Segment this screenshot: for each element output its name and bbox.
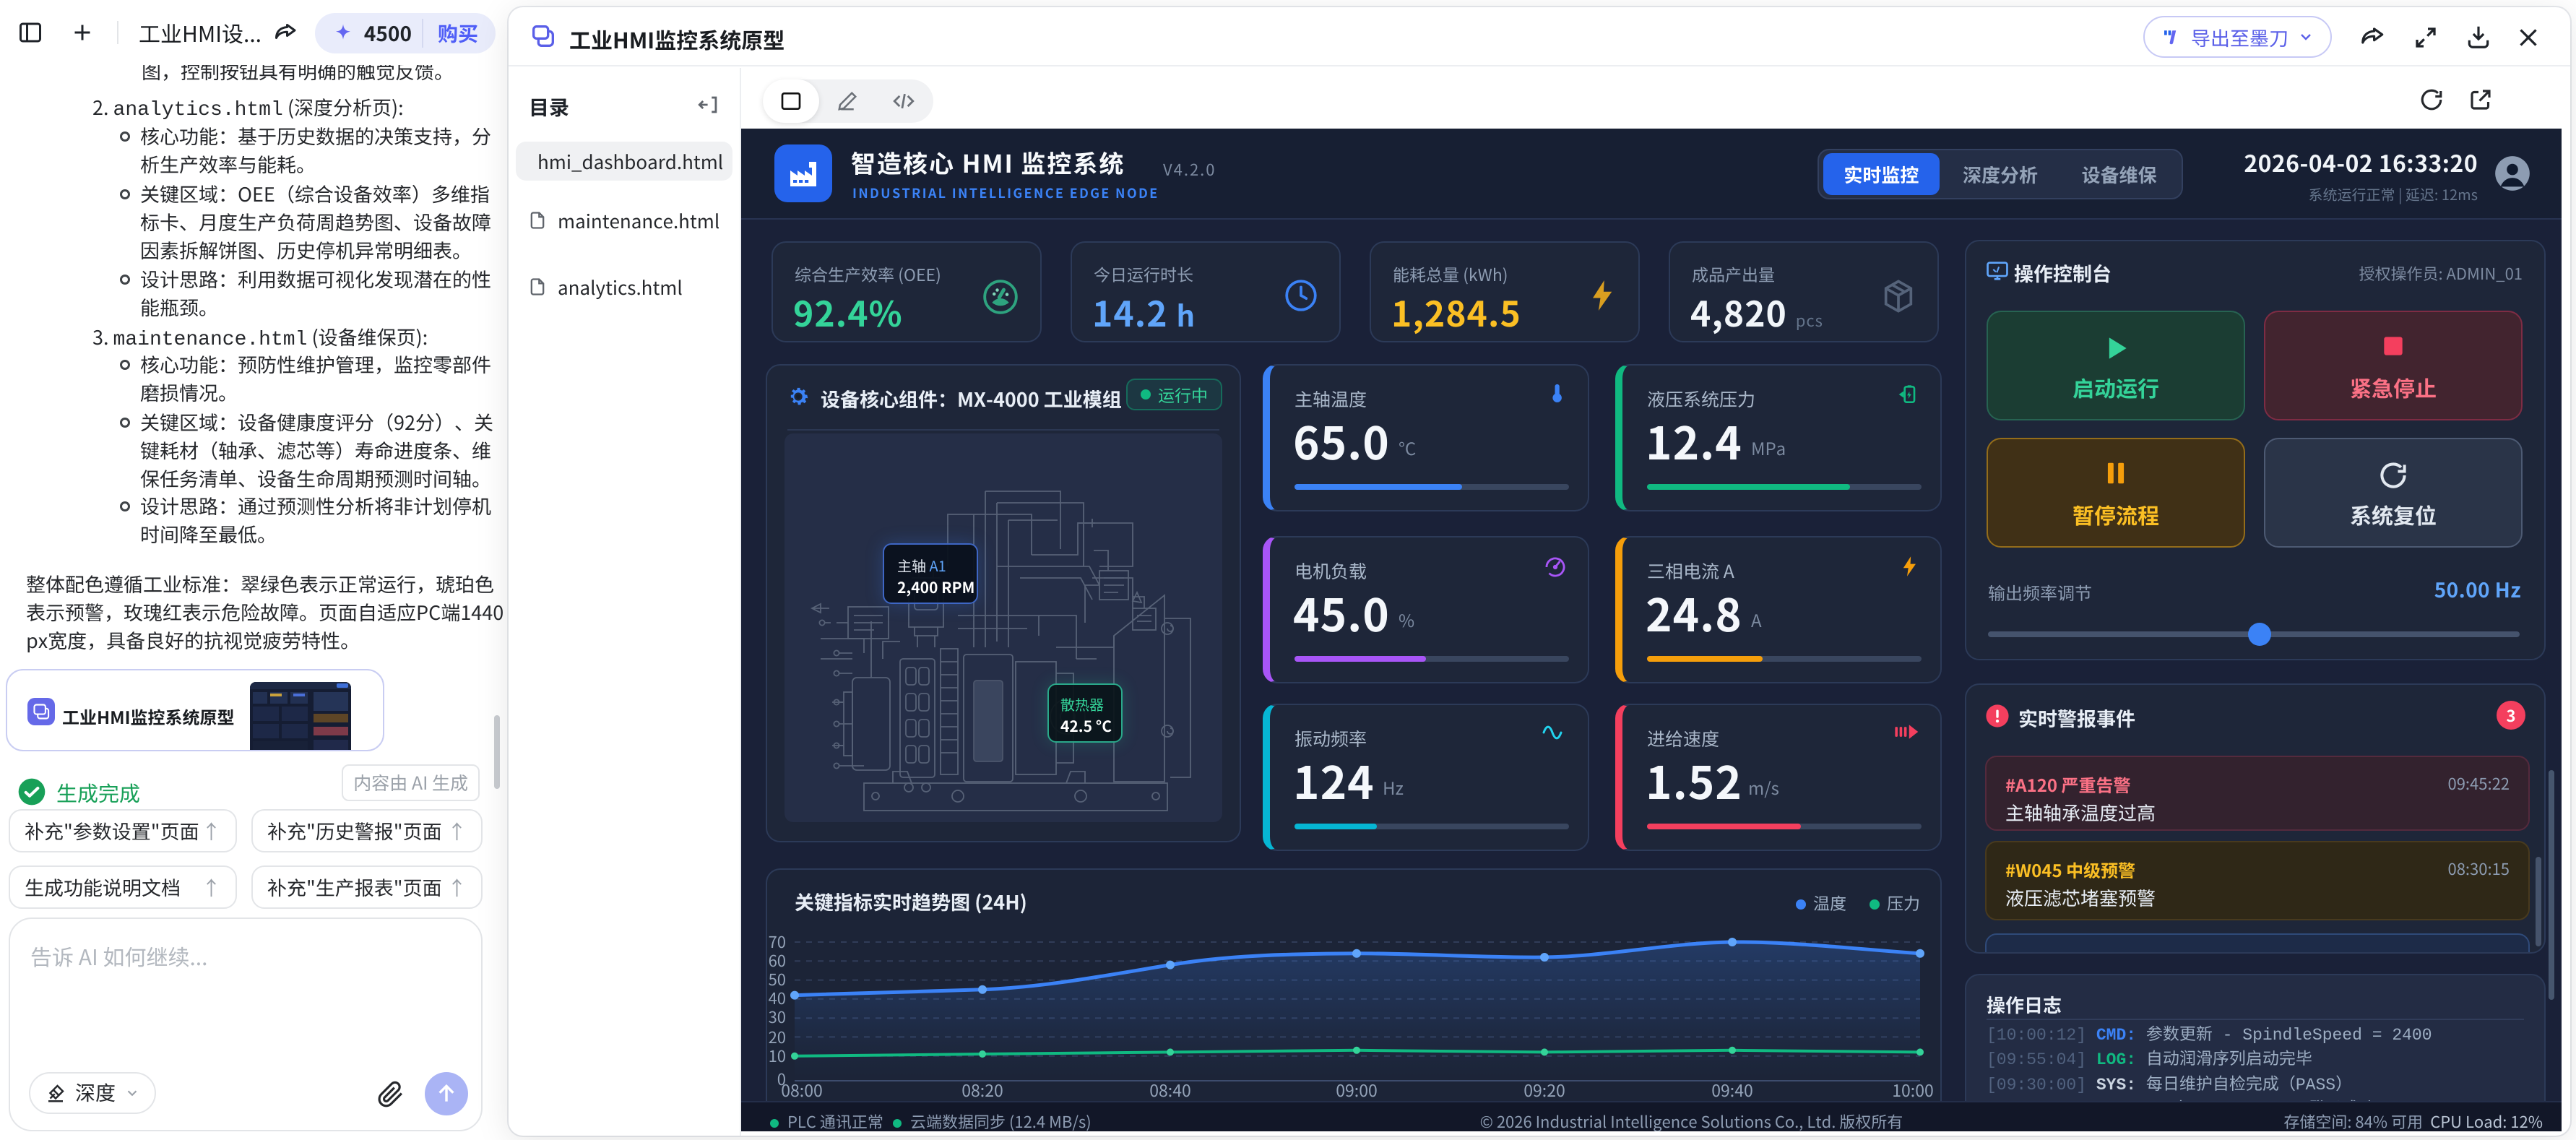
svg-text:0: 0 bbox=[777, 1067, 786, 1090]
svg-text:08:00: 08:00 bbox=[781, 1077, 822, 1101]
svg-text:50: 50 bbox=[769, 967, 786, 990]
svg-text:08:20: 08:20 bbox=[961, 1077, 1003, 1101]
svg-text:60: 60 bbox=[769, 949, 786, 972]
svg-text:30: 30 bbox=[769, 1005, 786, 1028]
svg-text:09:40: 09:40 bbox=[1711, 1077, 1752, 1101]
svg-text:20: 20 bbox=[769, 1025, 786, 1048]
svg-text:10: 10 bbox=[769, 1044, 786, 1067]
svg-text:40: 40 bbox=[769, 986, 786, 1009]
svg-text:08:40: 08:40 bbox=[1149, 1077, 1190, 1101]
svg-text:09:00: 09:00 bbox=[1336, 1077, 1377, 1101]
svg-text:70: 70 bbox=[769, 930, 786, 953]
svg-text:10:00: 10:00 bbox=[1892, 1077, 1933, 1101]
svg-text:09:20: 09:20 bbox=[1523, 1077, 1565, 1101]
